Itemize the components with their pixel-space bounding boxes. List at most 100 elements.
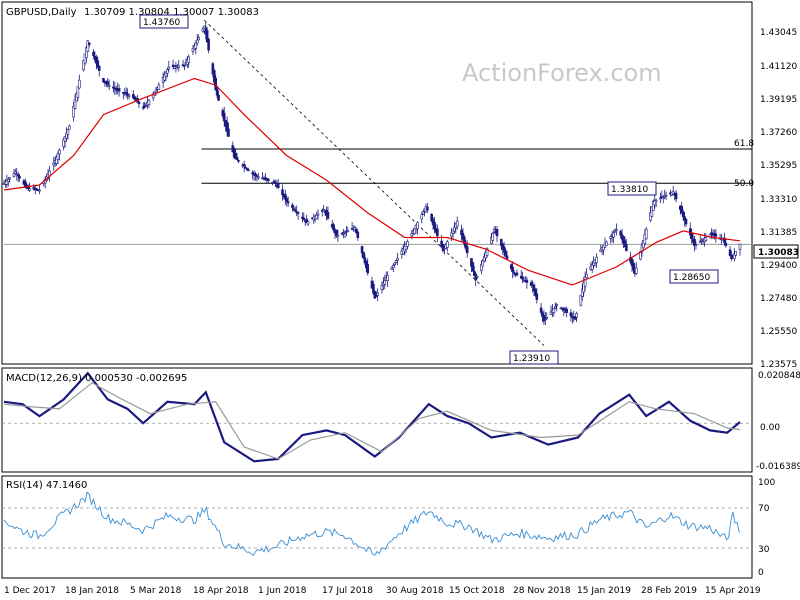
candle-body xyxy=(430,213,433,222)
candle-body xyxy=(293,209,297,212)
current-price-box xyxy=(753,244,799,259)
candle-body xyxy=(738,243,742,250)
candle-body xyxy=(575,313,578,318)
annotation-low: 1.23910 xyxy=(513,354,550,364)
candle-body xyxy=(640,245,644,253)
annotation-box-mar xyxy=(607,181,657,196)
candle-body xyxy=(187,56,191,63)
candle-body xyxy=(583,276,587,287)
macd-layer xyxy=(2,371,752,463)
candle-body xyxy=(684,218,688,225)
candle-body xyxy=(534,289,537,296)
candle-body xyxy=(410,233,414,237)
candle-body xyxy=(406,241,409,247)
candle-body xyxy=(416,222,419,229)
candle-body xyxy=(480,264,483,272)
candle-body xyxy=(16,174,20,177)
candle-body xyxy=(392,265,395,269)
candle-body xyxy=(97,65,101,71)
price-tick: 1.29400 xyxy=(760,261,797,271)
candle-body xyxy=(281,189,284,195)
candle-body xyxy=(302,217,306,220)
candle-body xyxy=(212,70,216,83)
candle-body xyxy=(555,304,559,306)
candle-body xyxy=(565,308,568,313)
candle-body xyxy=(383,280,387,285)
rsi-panel-frame xyxy=(1,475,753,579)
candle-body xyxy=(254,173,257,177)
candle-body xyxy=(674,192,678,200)
candle-body xyxy=(704,237,708,241)
candle-body xyxy=(659,197,662,200)
candle-body xyxy=(535,293,539,300)
candle-body xyxy=(87,42,91,45)
candle-body xyxy=(244,167,247,169)
candle-body xyxy=(332,224,335,231)
candle-body xyxy=(366,264,370,274)
candle-body xyxy=(481,260,485,267)
candle-body xyxy=(463,236,466,245)
candle-body xyxy=(296,212,300,214)
candle-body xyxy=(292,208,296,210)
candle-body xyxy=(734,251,738,256)
date-label: 15 Jan 2019 xyxy=(577,586,631,596)
candle-body xyxy=(693,239,696,246)
candle-body xyxy=(529,282,533,286)
candle-body xyxy=(728,249,732,256)
candle-body xyxy=(55,156,58,164)
candle-body xyxy=(316,213,320,216)
candle-body xyxy=(421,211,425,215)
candle-body xyxy=(515,272,519,276)
candle-body xyxy=(612,232,615,238)
candle-body xyxy=(595,256,598,263)
candle-body xyxy=(545,317,549,320)
candle-body xyxy=(102,78,105,83)
candle-body xyxy=(66,129,70,135)
candle-body xyxy=(562,307,566,311)
annotation-box-high xyxy=(139,14,189,29)
candle-body xyxy=(473,270,476,276)
candle-body xyxy=(553,306,557,309)
candle-body xyxy=(460,229,463,236)
candle-body xyxy=(195,39,199,44)
candle-body xyxy=(112,86,115,89)
candle-body xyxy=(191,48,195,52)
candle-body xyxy=(96,60,100,68)
candle-body xyxy=(157,84,161,90)
candle-body xyxy=(231,145,235,153)
candle-body xyxy=(433,221,436,229)
candle-body xyxy=(512,272,516,274)
candle-body xyxy=(285,198,289,202)
annotation-box-apr xyxy=(669,269,719,284)
candle-body xyxy=(52,162,56,166)
rsi-tick: 30 xyxy=(758,545,770,555)
candle-body xyxy=(619,231,622,236)
candle-body xyxy=(664,194,668,197)
candle-body xyxy=(374,295,378,297)
candle-body xyxy=(322,209,325,211)
candle-body xyxy=(164,71,168,77)
candle-body xyxy=(235,156,239,161)
price-tick: 1.41120 xyxy=(760,62,797,72)
candle-body xyxy=(393,262,397,265)
candle-body xyxy=(276,183,280,189)
price-tick: 1.39195 xyxy=(760,95,797,105)
date-label: 1 Jun 2018 xyxy=(258,586,307,596)
candle-body xyxy=(654,199,658,202)
price-tick: 1.23575 xyxy=(760,360,797,370)
candle-body xyxy=(18,176,21,179)
candle-body xyxy=(227,128,230,137)
candle-body xyxy=(266,178,270,181)
price-tick: 1.43045 xyxy=(760,28,797,38)
candle-body xyxy=(8,177,11,180)
candle-body xyxy=(197,37,200,41)
candle-body xyxy=(133,96,137,100)
candle-body xyxy=(632,262,635,271)
candle-body xyxy=(305,218,308,224)
candle-body xyxy=(733,253,736,260)
candle-body xyxy=(306,221,310,225)
candle-body xyxy=(65,132,68,139)
candle-body xyxy=(363,257,367,264)
candle-body xyxy=(247,169,250,172)
candle-body xyxy=(653,200,657,206)
